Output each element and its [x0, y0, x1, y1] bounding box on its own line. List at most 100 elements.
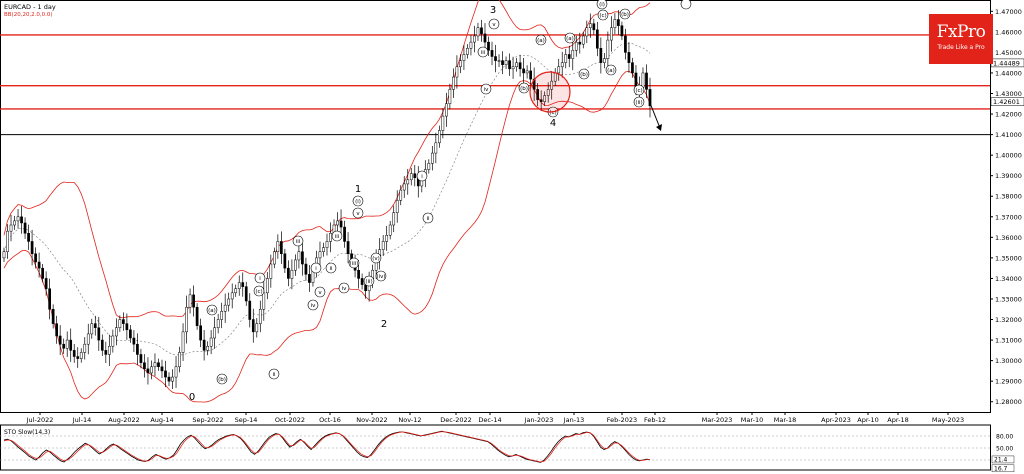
wave-label-major: 3 — [490, 5, 496, 16]
candle-body — [402, 183, 406, 191]
y-tick-label: 1.47000 — [995, 8, 1022, 16]
wave-label-circle — [578, 68, 590, 80]
wave-label-circle — [206, 304, 218, 316]
y-tick-label: 1.31000 — [995, 337, 1022, 345]
candle-body — [287, 267, 290, 279]
horizontal-levels — [0, 34, 990, 136]
candle-body — [174, 366, 178, 378]
candle-body — [178, 352, 181, 368]
wave-label-minor: (a) — [566, 36, 574, 42]
candle-body — [318, 251, 322, 259]
candle-body — [241, 282, 245, 287]
candle-body — [606, 39, 610, 59]
wave-label-circle — [596, 0, 608, 10]
wave-label-minor: iv — [484, 87, 490, 93]
grid — [0, 0, 991, 471]
candle-body — [265, 278, 269, 294]
wave-label-circle — [338, 282, 350, 294]
wave-label-minor: v — [356, 211, 360, 217]
candle-body — [346, 241, 350, 255]
wave-label-circle — [363, 275, 375, 287]
y-tick-label: 1.28000 — [995, 398, 1022, 406]
candle-body — [206, 345, 209, 351]
candle-body — [508, 60, 511, 70]
candle-body — [360, 278, 364, 285]
candle-body — [248, 300, 252, 320]
wave-label-minor: (i) — [355, 199, 361, 205]
x-tick-label: Mar-18 — [774, 416, 796, 424]
candle-body — [448, 89, 452, 105]
candle-body — [283, 253, 287, 269]
candle-body — [6, 230, 9, 252]
candle-body — [30, 241, 34, 255]
candle-body — [9, 224, 13, 232]
candle-body — [357, 269, 360, 279]
candle-body — [588, 23, 592, 28]
price-tag-label: 1.44489 — [993, 59, 1020, 67]
candle-body — [578, 41, 582, 45]
wave-label-circle — [477, 46, 489, 58]
wave-label-circle — [253, 285, 265, 297]
candle-body — [437, 130, 441, 144]
candle-body — [599, 48, 603, 63]
candle-body — [455, 66, 459, 78]
y-tick-label: 1.34000 — [995, 275, 1022, 283]
wave-label-circle — [352, 207, 364, 219]
candle-body — [631, 62, 634, 74]
candle-body — [329, 232, 332, 242]
candle-body — [641, 72, 645, 88]
candle-body — [322, 247, 325, 252]
wave-label-minor: (iv) — [376, 274, 385, 280]
x-tick-label: Mar-10 — [741, 416, 763, 424]
candle-body — [164, 370, 167, 378]
x-tick-label: Jul-14 — [72, 416, 91, 424]
candle-body — [466, 48, 469, 55]
wave-label-circle — [488, 18, 500, 30]
candle-body — [595, 29, 599, 49]
x-tick-label: Jan-13 — [563, 416, 585, 424]
candle-body — [27, 232, 30, 242]
candle-body — [430, 152, 434, 164]
candle-body — [104, 350, 108, 355]
candle-body — [23, 222, 27, 234]
candle-body — [34, 253, 37, 263]
candle-body — [539, 99, 543, 102]
sto-tick-label: 50.00 — [996, 446, 1013, 453]
candle-body — [111, 335, 115, 347]
candle-body — [511, 66, 515, 70]
wave-label-circle — [633, 96, 645, 108]
candle-body — [308, 274, 311, 283]
candle-body — [494, 56, 497, 61]
candle-body — [434, 142, 438, 154]
time-axis: Jul-2022 Jul-14 Aug-2022 Aug-14 Sep-2022 Sep-… — [26, 412, 964, 424]
wave-label-minor: (b) — [621, 12, 629, 18]
candle-body — [336, 220, 339, 226]
candle-body — [181, 331, 185, 353]
candle-body — [395, 200, 399, 213]
candle-body — [79, 352, 83, 359]
wave-label-major: 1 — [355, 184, 361, 195]
wave-label-circle — [254, 272, 266, 284]
candle-body — [227, 298, 231, 306]
wave-label-circle — [633, 84, 645, 96]
candle-body — [223, 304, 227, 312]
x-tick-label: May-2023 — [932, 416, 964, 424]
x-tick-label: Dec-14 — [478, 416, 501, 424]
candle-body — [585, 27, 589, 37]
candle-body — [55, 323, 59, 337]
candle-body — [441, 115, 445, 131]
candle-body — [613, 19, 617, 28]
y-tick-label: 1.44000 — [995, 69, 1022, 77]
x-tick-label: Nov-2022 — [356, 416, 387, 424]
candle-body — [83, 343, 87, 353]
wave-label-major: 2 — [381, 319, 387, 330]
lower-band — [3, 70, 651, 403]
candle-body — [546, 89, 550, 96]
symbol-title: EURCAD - 1 day — [4, 3, 56, 11]
candle-body — [515, 62, 518, 68]
wave-label-circle — [480, 83, 492, 95]
candle-body — [518, 62, 522, 70]
candle-body — [114, 327, 118, 337]
candle-body — [93, 323, 97, 329]
